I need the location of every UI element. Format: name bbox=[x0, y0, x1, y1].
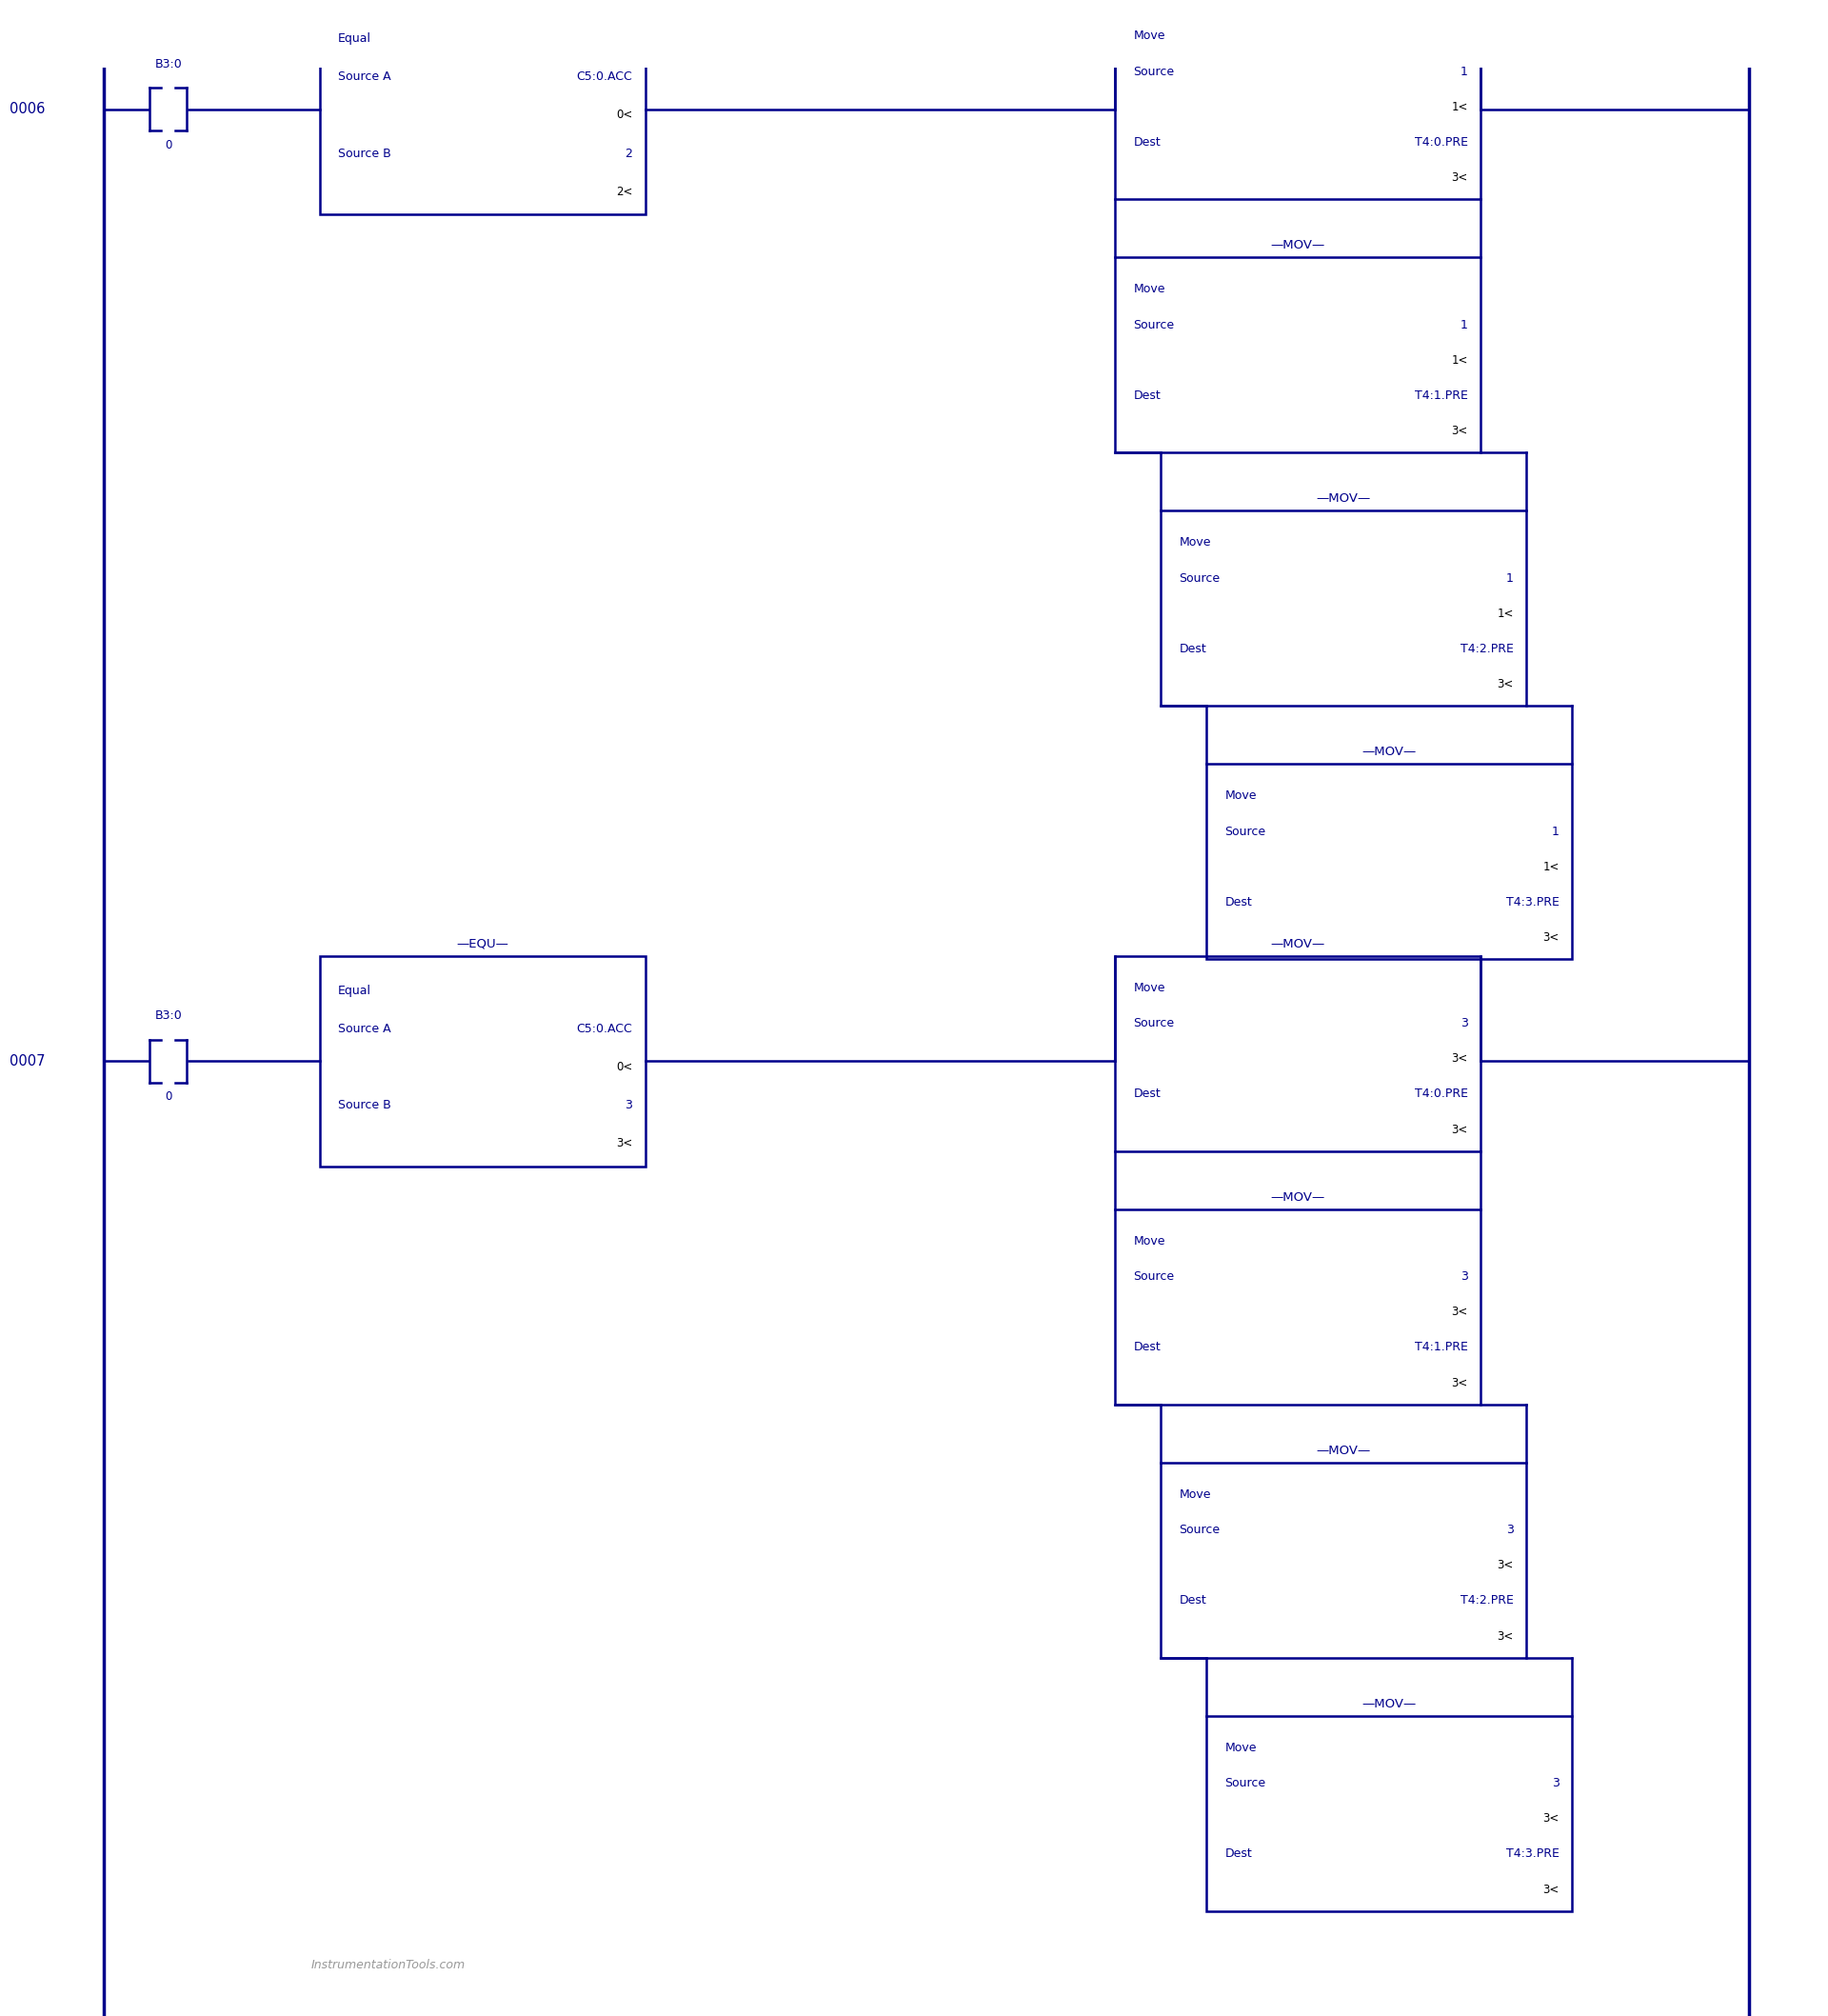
Bar bbox=[1206, 764, 1572, 960]
Text: Move: Move bbox=[1133, 982, 1164, 994]
Text: Source: Source bbox=[1133, 319, 1174, 331]
Text: 3<: 3< bbox=[1497, 677, 1514, 691]
Text: Dest: Dest bbox=[1133, 1089, 1161, 1101]
Text: 1: 1 bbox=[1506, 573, 1514, 585]
Text: 3: 3 bbox=[1461, 1018, 1468, 1030]
Text: Move: Move bbox=[1133, 1236, 1164, 1248]
Text: 0<: 0< bbox=[616, 109, 632, 121]
Text: T4:2.PRE: T4:2.PRE bbox=[1461, 1595, 1514, 1607]
Text: 3<: 3< bbox=[1543, 931, 1559, 943]
Text: 3<: 3< bbox=[1497, 1558, 1514, 1572]
Text: T4:0.PRE: T4:0.PRE bbox=[1415, 1089, 1468, 1101]
Text: 1<: 1< bbox=[1451, 355, 1468, 367]
Text: Source: Source bbox=[1179, 573, 1219, 585]
Text: 3: 3 bbox=[1506, 1524, 1514, 1536]
Bar bbox=[1115, 1210, 1481, 1405]
Text: 2<: 2< bbox=[616, 185, 632, 198]
Text: Move: Move bbox=[1133, 282, 1164, 296]
Text: Source B: Source B bbox=[338, 147, 391, 159]
Text: T4:3.PRE: T4:3.PRE bbox=[1506, 1849, 1559, 1861]
Bar bbox=[1206, 1716, 1572, 1911]
Bar bbox=[1115, 956, 1481, 1151]
Text: Source: Source bbox=[1179, 1524, 1219, 1536]
Text: Equal: Equal bbox=[338, 984, 371, 996]
Text: 1<: 1< bbox=[1497, 607, 1514, 619]
Text: —MOV—: —MOV— bbox=[1316, 1443, 1371, 1458]
Text: 3<: 3< bbox=[1451, 1052, 1468, 1064]
Text: 3: 3 bbox=[625, 1099, 632, 1111]
Text: Move: Move bbox=[1225, 790, 1256, 802]
Text: —MOV—: —MOV— bbox=[1316, 492, 1371, 504]
Text: B3:0: B3:0 bbox=[155, 1010, 181, 1022]
Text: Dest: Dest bbox=[1179, 643, 1206, 655]
Text: 1: 1 bbox=[1461, 65, 1468, 79]
Text: —MOV—: —MOV— bbox=[1362, 1697, 1417, 1710]
Text: T4:2.PRE: T4:2.PRE bbox=[1461, 643, 1514, 655]
Text: 2: 2 bbox=[625, 147, 632, 159]
Text: T4:3.PRE: T4:3.PRE bbox=[1506, 895, 1559, 909]
Text: InstrumentationTools.com: InstrumentationTools.com bbox=[311, 1960, 464, 1972]
Text: Move: Move bbox=[1179, 536, 1210, 548]
Text: 1<: 1< bbox=[1451, 101, 1468, 113]
Text: B3:0: B3:0 bbox=[155, 58, 181, 71]
Text: 3<: 3< bbox=[1451, 1377, 1468, 1389]
Text: 0: 0 bbox=[165, 1091, 172, 1103]
Text: —MOV—: —MOV— bbox=[1270, 1191, 1325, 1204]
Text: 3<: 3< bbox=[1543, 1883, 1559, 1895]
Text: —EQU—: —EQU— bbox=[457, 937, 508, 950]
Text: 3<: 3< bbox=[1451, 171, 1468, 183]
Text: C5:0.ACC: C5:0.ACC bbox=[576, 1022, 632, 1034]
Text: 0: 0 bbox=[165, 139, 172, 151]
Bar bbox=[1161, 1464, 1526, 1657]
Text: Source: Source bbox=[1225, 1776, 1265, 1790]
Bar bbox=[1115, 258, 1481, 452]
Text: 0<: 0< bbox=[616, 1060, 632, 1073]
Text: T4:0.PRE: T4:0.PRE bbox=[1415, 137, 1468, 149]
Text: —MOV—: —MOV— bbox=[1270, 240, 1325, 252]
Bar bbox=[320, 956, 645, 1167]
Text: 0006: 0006 bbox=[9, 103, 44, 117]
Text: Equal: Equal bbox=[338, 32, 371, 44]
Text: 3<: 3< bbox=[616, 1137, 632, 1149]
Text: Source: Source bbox=[1133, 1270, 1174, 1282]
Text: Move: Move bbox=[1179, 1488, 1210, 1500]
Text: C5:0.ACC: C5:0.ACC bbox=[576, 71, 632, 83]
Text: Move: Move bbox=[1133, 30, 1164, 42]
Text: 3<: 3< bbox=[1543, 1812, 1559, 1824]
Text: 3<: 3< bbox=[1451, 1306, 1468, 1318]
Text: 1: 1 bbox=[1552, 825, 1559, 837]
Bar bbox=[1115, 4, 1481, 200]
Text: Dest: Dest bbox=[1133, 1341, 1161, 1353]
Text: Dest: Dest bbox=[1225, 895, 1252, 909]
Text: —MOV—: —MOV— bbox=[1362, 746, 1417, 758]
Bar bbox=[320, 4, 645, 214]
Text: 0007: 0007 bbox=[9, 1054, 46, 1068]
Text: Source B: Source B bbox=[338, 1099, 391, 1111]
Text: 1<: 1< bbox=[1543, 861, 1559, 873]
Text: 3: 3 bbox=[1552, 1776, 1559, 1790]
Text: Dest: Dest bbox=[1225, 1849, 1252, 1861]
Text: Source: Source bbox=[1225, 825, 1265, 837]
Text: T4:1.PRE: T4:1.PRE bbox=[1415, 389, 1468, 401]
Text: T4:1.PRE: T4:1.PRE bbox=[1415, 1341, 1468, 1353]
Text: Source A: Source A bbox=[338, 71, 391, 83]
Text: 1: 1 bbox=[1461, 319, 1468, 331]
Text: —MOV—: —MOV— bbox=[1270, 937, 1325, 950]
Text: 3<: 3< bbox=[1451, 425, 1468, 437]
Text: Source: Source bbox=[1133, 65, 1174, 79]
Text: 3<: 3< bbox=[1451, 1123, 1468, 1135]
Text: 3<: 3< bbox=[1497, 1631, 1514, 1643]
Text: Source: Source bbox=[1133, 1018, 1174, 1030]
Text: Dest: Dest bbox=[1133, 389, 1161, 401]
Bar bbox=[1161, 510, 1526, 706]
Text: Move: Move bbox=[1225, 1742, 1256, 1754]
Text: Dest: Dest bbox=[1133, 137, 1161, 149]
Text: Source A: Source A bbox=[338, 1022, 391, 1034]
Text: 3: 3 bbox=[1461, 1270, 1468, 1282]
Text: Dest: Dest bbox=[1179, 1595, 1206, 1607]
